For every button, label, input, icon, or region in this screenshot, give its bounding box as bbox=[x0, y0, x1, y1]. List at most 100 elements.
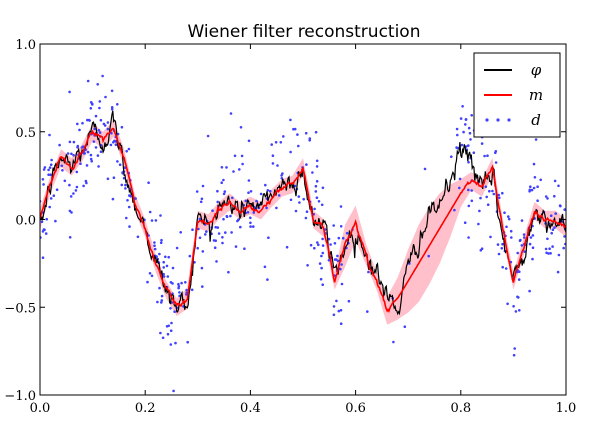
data-point bbox=[317, 243, 320, 247]
data-point bbox=[93, 127, 96, 131]
data-point bbox=[458, 186, 461, 190]
data-point bbox=[90, 102, 94, 106]
data-point bbox=[546, 197, 549, 200]
chart-title: Wiener filter reconstruction bbox=[188, 22, 421, 42]
data-point bbox=[160, 238, 163, 242]
data-point bbox=[339, 267, 342, 271]
data-point bbox=[147, 234, 150, 237]
data-point bbox=[70, 152, 73, 156]
data-point bbox=[309, 243, 313, 247]
data-point bbox=[98, 106, 101, 110]
data-point bbox=[238, 168, 241, 171]
data-point bbox=[271, 154, 275, 157]
data-point bbox=[68, 140, 72, 144]
data-point bbox=[158, 252, 161, 256]
data-point bbox=[467, 204, 471, 208]
data-point bbox=[215, 260, 218, 263]
data-point bbox=[247, 191, 250, 194]
data-point bbox=[68, 90, 71, 94]
data-point bbox=[97, 129, 101, 132]
data-point bbox=[48, 133, 51, 137]
data-point bbox=[159, 241, 163, 245]
data-point bbox=[266, 189, 270, 192]
data-point bbox=[455, 127, 459, 131]
data-point bbox=[335, 299, 338, 303]
data-point bbox=[480, 142, 484, 145]
data-point bbox=[42, 168, 46, 171]
data-point bbox=[249, 225, 252, 228]
data-point bbox=[332, 305, 336, 308]
data-point bbox=[478, 209, 481, 213]
data-point bbox=[513, 347, 516, 350]
data-point bbox=[403, 325, 407, 329]
data-point bbox=[41, 178, 45, 181]
data-point bbox=[255, 199, 258, 203]
data-point bbox=[534, 138, 538, 141]
data-point bbox=[76, 122, 79, 126]
data-point bbox=[496, 243, 500, 246]
data-point bbox=[104, 95, 107, 99]
data-point bbox=[520, 219, 524, 222]
data-point bbox=[41, 256, 45, 260]
data-point bbox=[528, 190, 531, 193]
legend-label: d bbox=[531, 111, 541, 129]
data-point bbox=[332, 224, 336, 227]
data-point bbox=[166, 275, 170, 278]
data-point bbox=[169, 329, 173, 333]
data-point bbox=[150, 274, 154, 278]
data-point bbox=[232, 170, 235, 173]
data-point bbox=[42, 183, 45, 186]
data-point bbox=[337, 309, 341, 313]
data-point bbox=[206, 134, 210, 138]
data-point bbox=[169, 281, 173, 284]
data-point bbox=[68, 183, 71, 187]
data-point bbox=[162, 260, 165, 264]
data-point bbox=[249, 190, 253, 193]
data-point bbox=[85, 164, 89, 167]
x-tick-label: 0.8 bbox=[450, 401, 471, 416]
data-point bbox=[101, 74, 104, 78]
data-point bbox=[522, 236, 526, 239]
data-point bbox=[249, 216, 252, 220]
data-point bbox=[190, 288, 194, 292]
data-point bbox=[501, 242, 504, 246]
data-point bbox=[553, 226, 556, 229]
data-point bbox=[106, 177, 110, 181]
data-point bbox=[271, 162, 275, 165]
data-point bbox=[497, 252, 501, 256]
data-point bbox=[247, 179, 251, 182]
legend-marker bbox=[496, 118, 500, 122]
data-point bbox=[103, 124, 107, 127]
data-point bbox=[48, 205, 51, 209]
data-point bbox=[554, 212, 557, 215]
data-point bbox=[201, 184, 205, 188]
data-point bbox=[339, 225, 343, 228]
data-point bbox=[285, 245, 289, 249]
data-point bbox=[468, 131, 472, 135]
data-point bbox=[225, 214, 229, 218]
data-point bbox=[462, 130, 465, 134]
data-point bbox=[112, 141, 115, 144]
data-point bbox=[43, 166, 47, 169]
data-point bbox=[275, 206, 278, 210]
data-point bbox=[227, 270, 230, 274]
data-point bbox=[199, 200, 203, 204]
data-point bbox=[217, 232, 221, 235]
legend-marker bbox=[485, 118, 489, 122]
data-point bbox=[167, 255, 170, 259]
data-point bbox=[177, 286, 180, 290]
data-point bbox=[162, 266, 165, 269]
data-point bbox=[79, 162, 82, 165]
legend-marker bbox=[507, 118, 511, 122]
data-point bbox=[211, 209, 214, 212]
data-point bbox=[94, 146, 98, 149]
data-point bbox=[296, 133, 299, 136]
data-point bbox=[84, 179, 88, 183]
data-point bbox=[469, 138, 472, 141]
y-tick-label: 0.0 bbox=[15, 214, 36, 229]
data-point bbox=[98, 131, 102, 134]
data-point bbox=[313, 207, 316, 211]
data-point bbox=[492, 192, 496, 196]
legend-label: m bbox=[529, 86, 543, 104]
data-point bbox=[214, 239, 217, 242]
